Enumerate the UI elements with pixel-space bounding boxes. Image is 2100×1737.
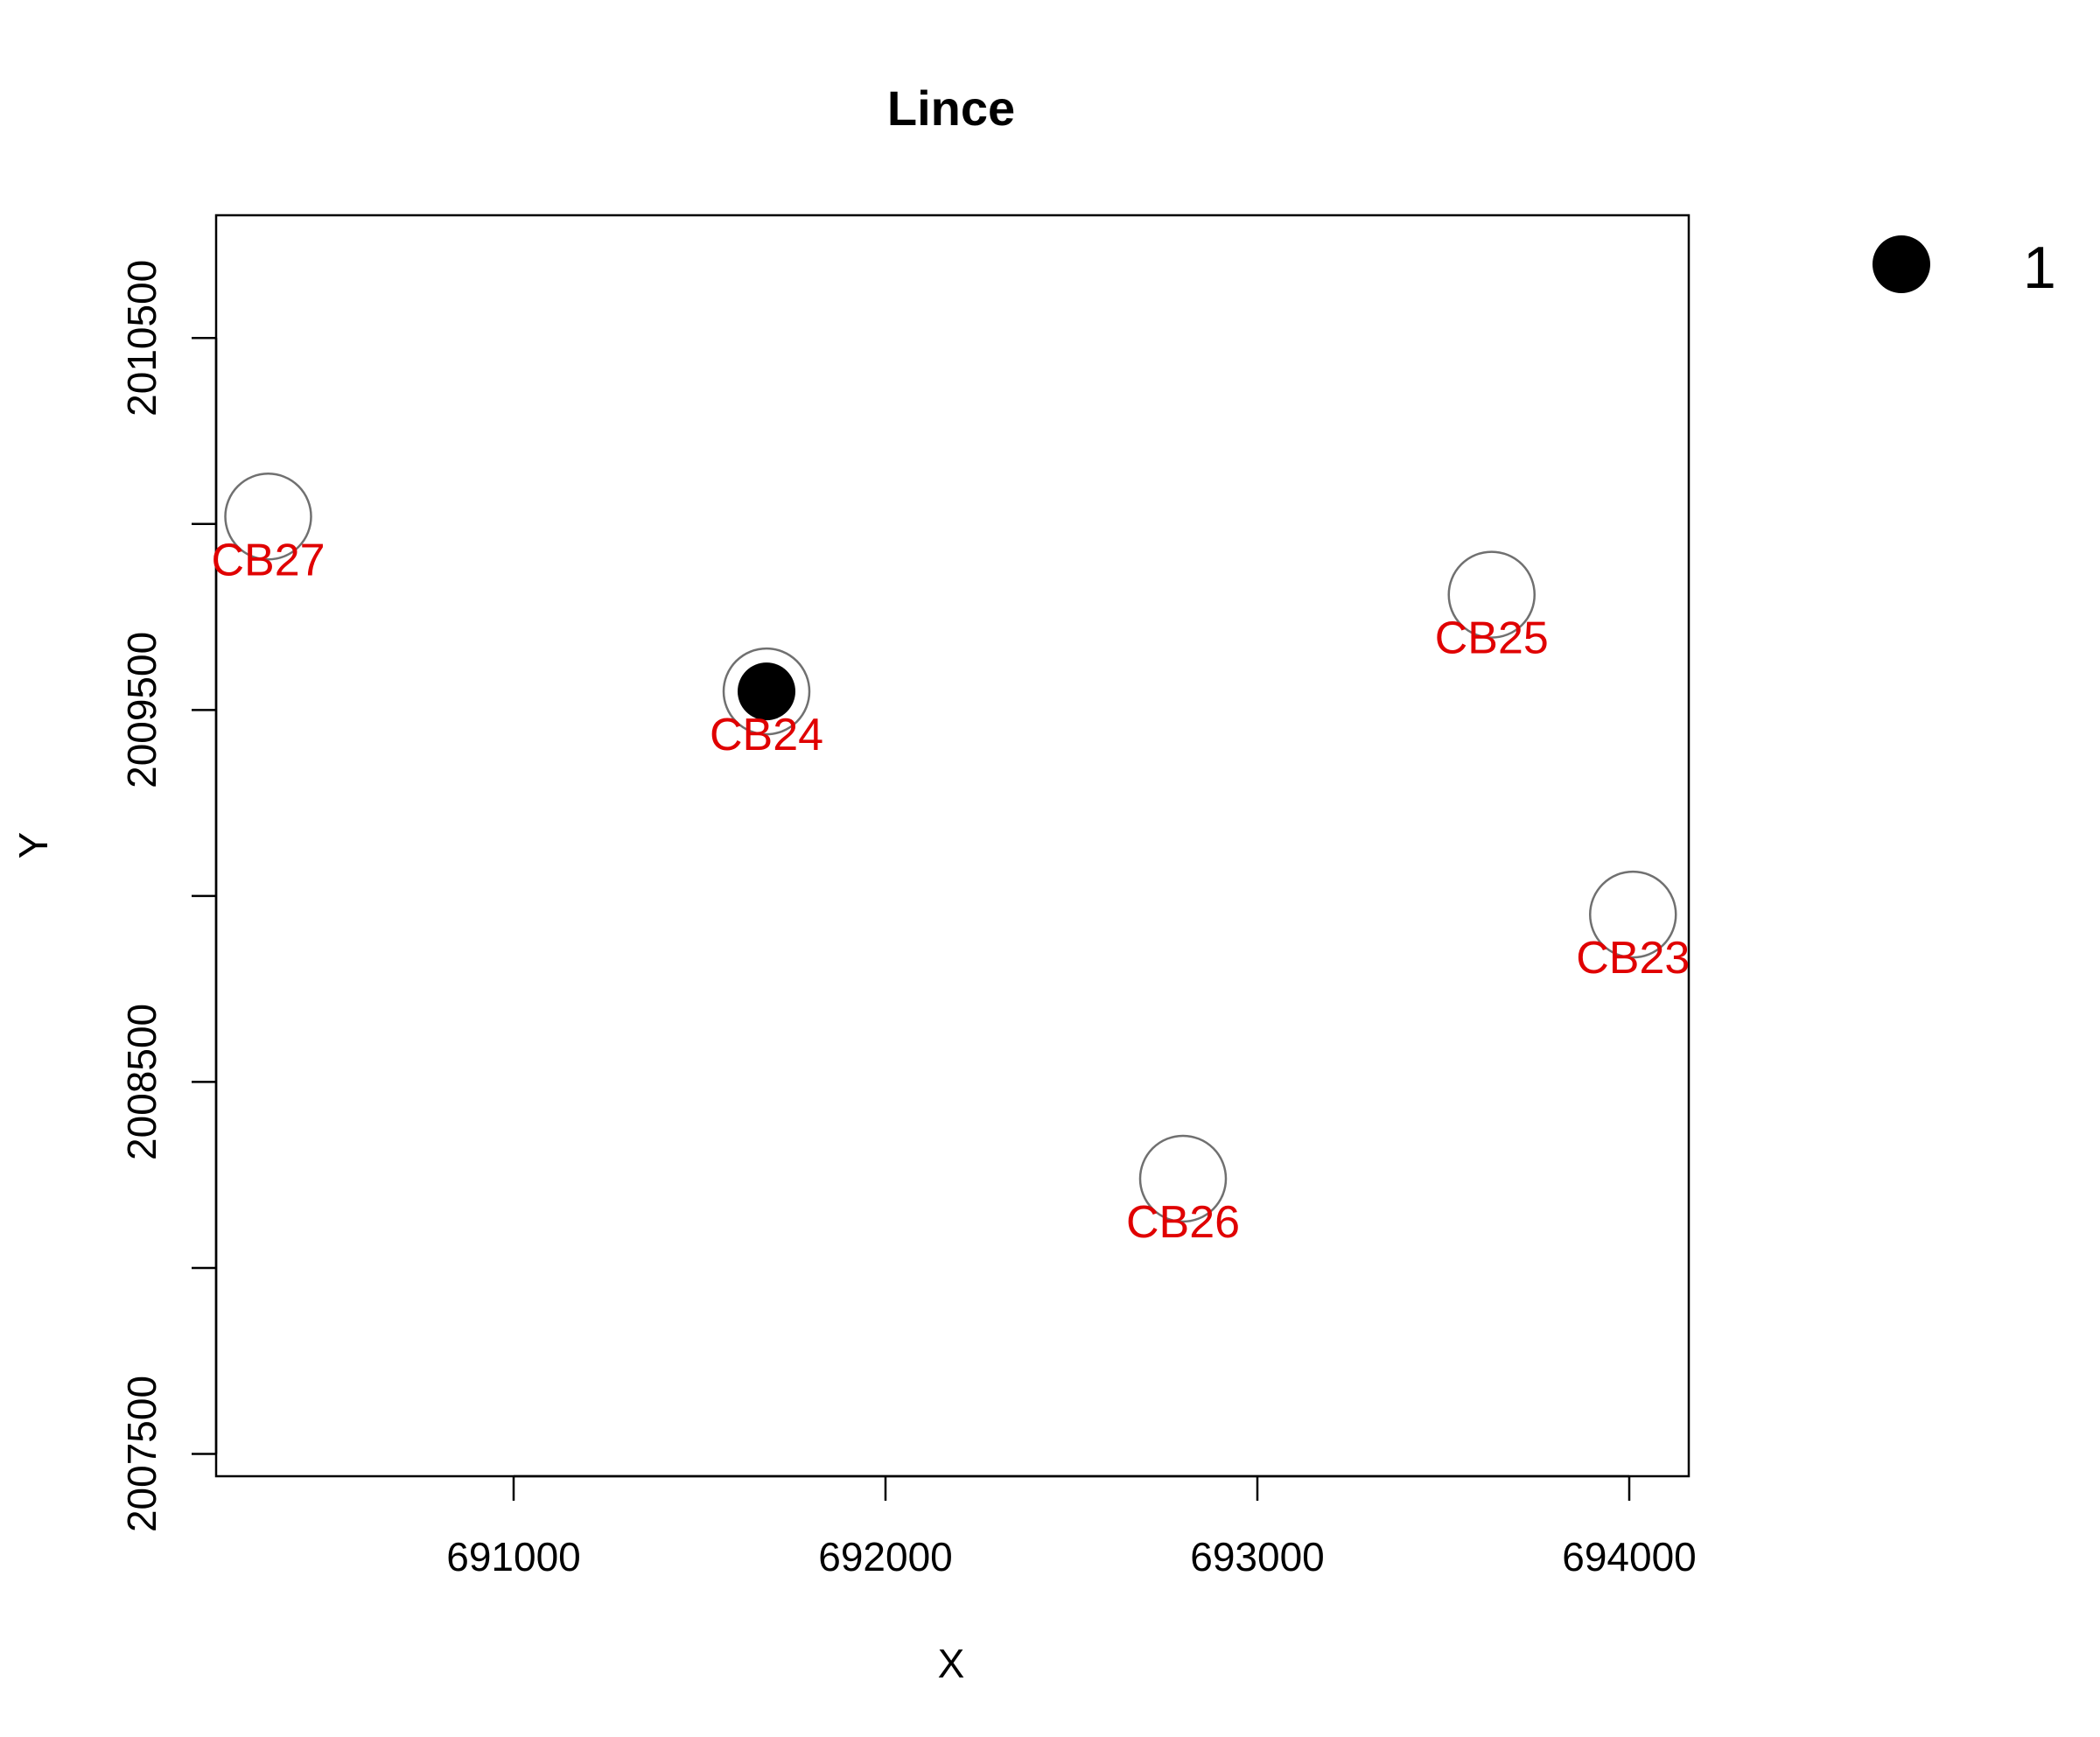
x-tick-label: 691000 xyxy=(446,1534,581,1579)
station-cb24: CB24 xyxy=(710,647,823,760)
station-marker xyxy=(722,647,811,736)
legend-label: 1 xyxy=(2023,235,2056,301)
station-marker xyxy=(1447,550,1536,639)
x-axis-label: X xyxy=(938,1641,965,1686)
data-points: CB27 CB24 CB25 CB23 CB26 xyxy=(211,473,1690,1248)
station-cb27: CB27 xyxy=(211,473,326,585)
station-label: CB26 xyxy=(1126,1197,1240,1248)
y-tick-label: 2008500 xyxy=(119,1004,164,1160)
station-cb26: CB26 xyxy=(1126,1134,1240,1248)
y-tick-label: 2007500 xyxy=(119,1376,164,1532)
x-axis: 691000 692000 693000 694000 xyxy=(446,1474,1697,1579)
y-tick-label: 2009500 xyxy=(119,632,164,788)
plot-frame xyxy=(214,214,1690,1478)
station-label: CB23 xyxy=(1576,933,1690,984)
station-label: CB24 xyxy=(710,710,823,760)
station-cb23: CB23 xyxy=(1576,870,1690,984)
x-tick-label: 694000 xyxy=(1562,1534,1697,1579)
station-label: CB25 xyxy=(1435,613,1549,664)
legend: 1 xyxy=(1872,235,2056,301)
y-axis-label: Y xyxy=(10,832,56,859)
legend-marker xyxy=(1872,235,1930,293)
x-tick-label: 693000 xyxy=(1190,1534,1325,1579)
station-marker xyxy=(224,473,312,561)
station-marker xyxy=(1138,1134,1228,1223)
station-label: CB27 xyxy=(211,535,325,585)
detection-marker xyxy=(738,662,795,721)
station-cb25: CB25 xyxy=(1435,550,1549,664)
y-axis: 2007500 2008500 2009500 2010500 xyxy=(119,260,218,1532)
x-tick-label: 692000 xyxy=(818,1534,953,1579)
y-tick-label: 2010500 xyxy=(119,260,164,417)
station-marker xyxy=(1589,870,1677,959)
chart-title: Lince xyxy=(887,81,1015,136)
